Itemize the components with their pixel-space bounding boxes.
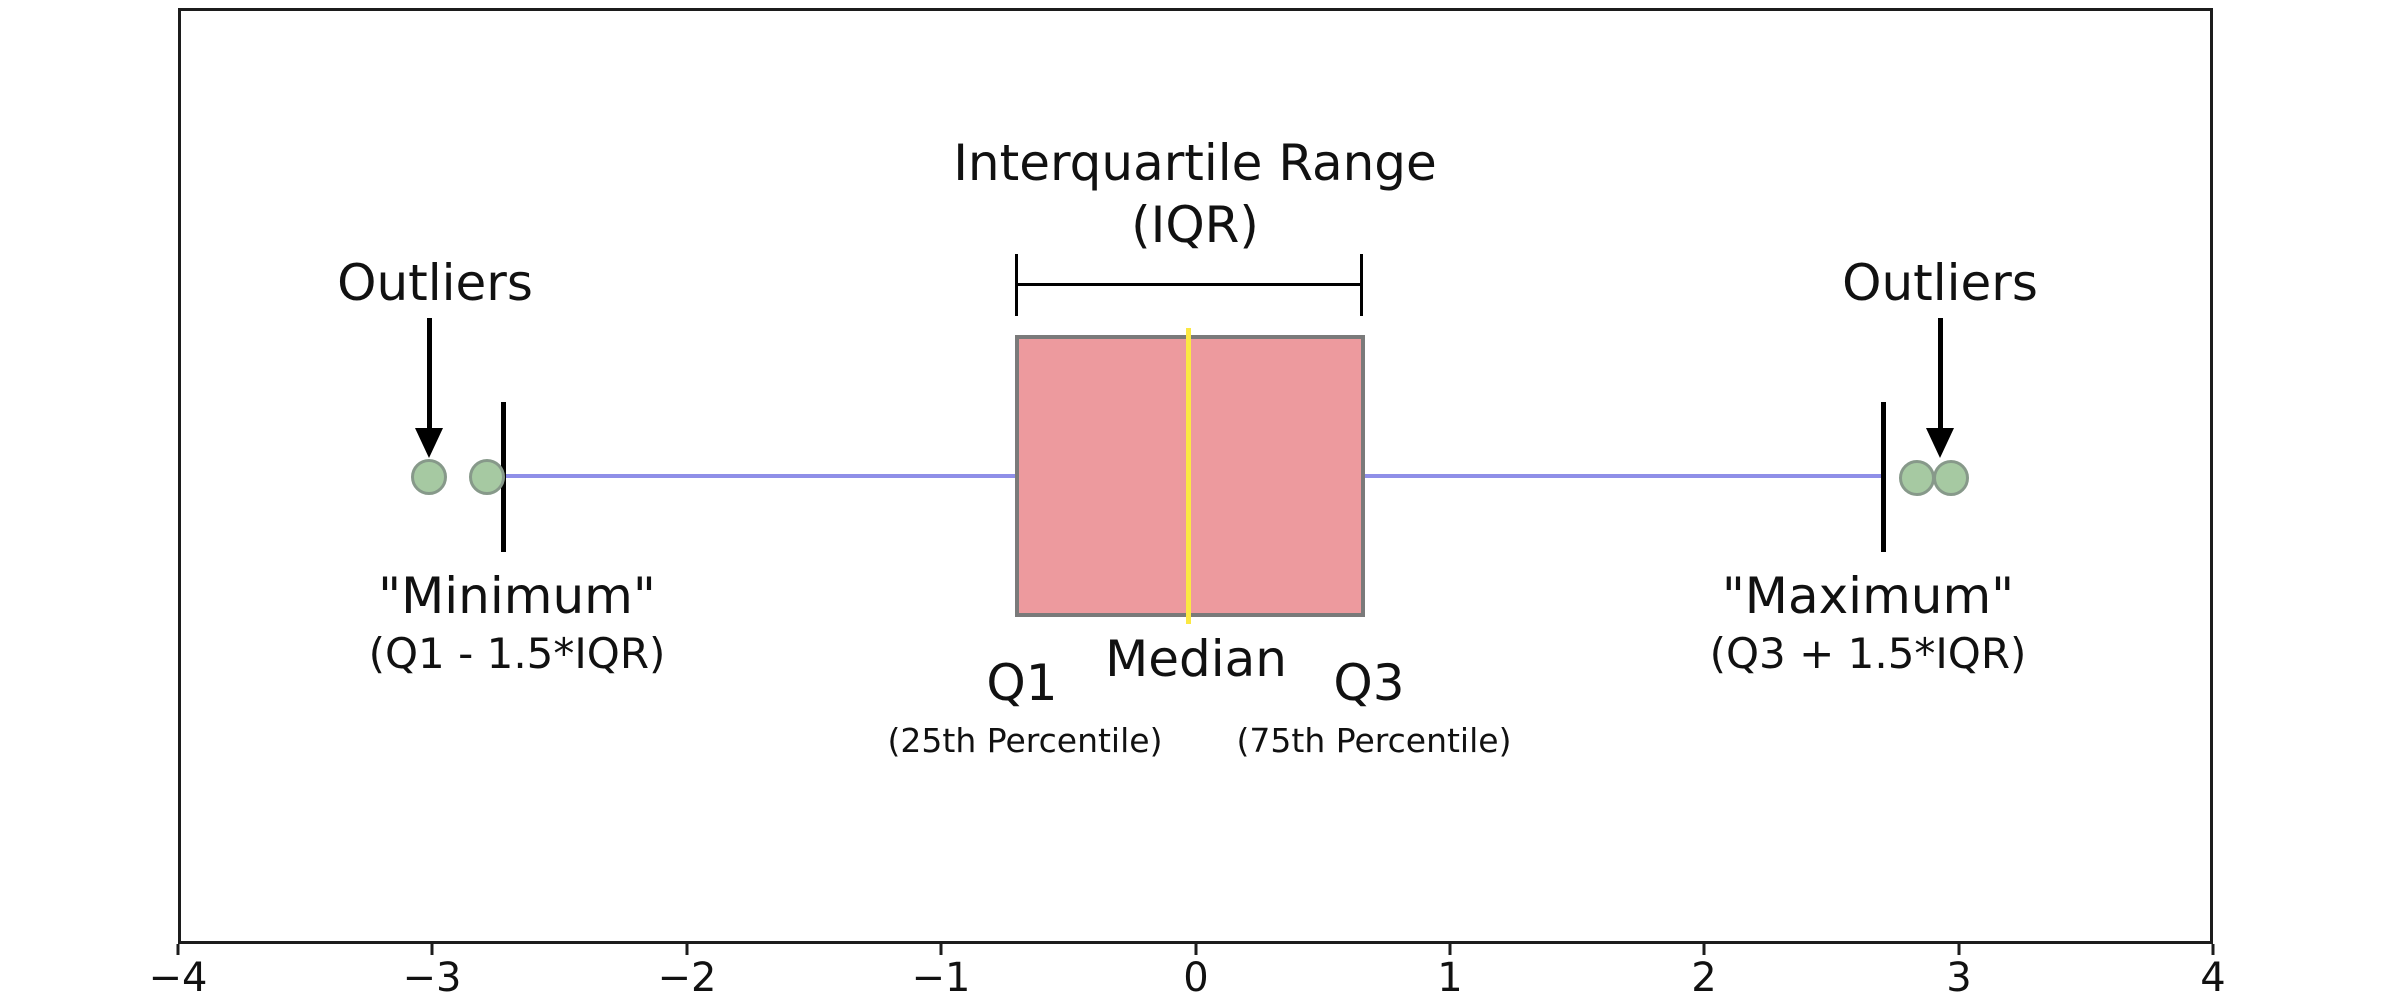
x-tick-mark (1957, 944, 1961, 955)
median-line (1186, 328, 1191, 624)
x-tick-label: −2 (657, 955, 717, 1001)
outlier-point (411, 459, 447, 495)
x-tick-label: 3 (1946, 955, 1972, 1001)
x-tick-mark (1448, 944, 1452, 955)
x-tick-label: −4 (148, 955, 208, 1001)
x-tick-label: −3 (402, 955, 462, 1001)
outlier-point (1899, 460, 1935, 496)
q3-label: Q3 (1333, 654, 1405, 712)
x-tick-label: 4 (2200, 955, 2226, 1001)
q1-label: Q1 (986, 654, 1058, 712)
outlier-point (469, 459, 505, 495)
whisker-cap-maximum (1881, 402, 1886, 552)
minimum-label: "Minimum" (Q1 - 1.5*IQR) (369, 565, 666, 681)
chart-title-line1: Interquartile Range (953, 134, 1437, 192)
maximum-label: "Maximum" (Q3 + 1.5*IQR) (1710, 565, 2027, 681)
x-tick-label: −1 (911, 955, 971, 1001)
arrow-down-icon (1926, 428, 1954, 458)
chart-title-line2: (IQR) (1131, 196, 1259, 254)
maximum-label-line2: (Q3 + 1.5*IQR) (1709, 629, 2027, 678)
q1-sub-label: (25th Percentile) (887, 721, 1163, 760)
chart-title: Interquartile Range (IQR) (953, 132, 1437, 256)
minimum-label-line2: (Q1 - 1.5*IQR) (368, 629, 666, 678)
whisker-left (506, 474, 1015, 478)
outliers-label-left: Outliers (337, 254, 533, 312)
outliers-label-right: Outliers (1842, 254, 2038, 312)
x-tick-label: 0 (1183, 955, 1209, 1001)
x-tick-label: 2 (1691, 955, 1717, 1001)
median-label: Median (1105, 630, 1287, 688)
x-tick-mark (430, 944, 434, 955)
x-tick-label: 1 (1437, 955, 1463, 1001)
iqr-bracket-right-tick (1360, 254, 1363, 316)
arrow-left-shaft (427, 318, 432, 432)
outlier-point (1933, 460, 1969, 496)
iqr-bracket-bar (1016, 283, 1362, 286)
minimum-label-line1: "Minimum" (378, 567, 656, 625)
x-tick-mark (939, 944, 943, 955)
whisker-right (1365, 474, 1881, 478)
x-tick-mark (176, 944, 180, 955)
iqr-bracket-left-tick (1015, 254, 1018, 316)
x-tick-mark (1702, 944, 1706, 955)
maximum-label-line1: "Maximum" (1721, 567, 2015, 625)
x-tick-mark (1194, 944, 1198, 955)
x-tick-mark (685, 944, 689, 955)
arrow-right-shaft (1938, 318, 1943, 432)
arrow-down-icon (415, 428, 443, 458)
x-tick-mark (2211, 944, 2215, 955)
q3-sub-label: (75th Percentile) (1236, 721, 1512, 760)
